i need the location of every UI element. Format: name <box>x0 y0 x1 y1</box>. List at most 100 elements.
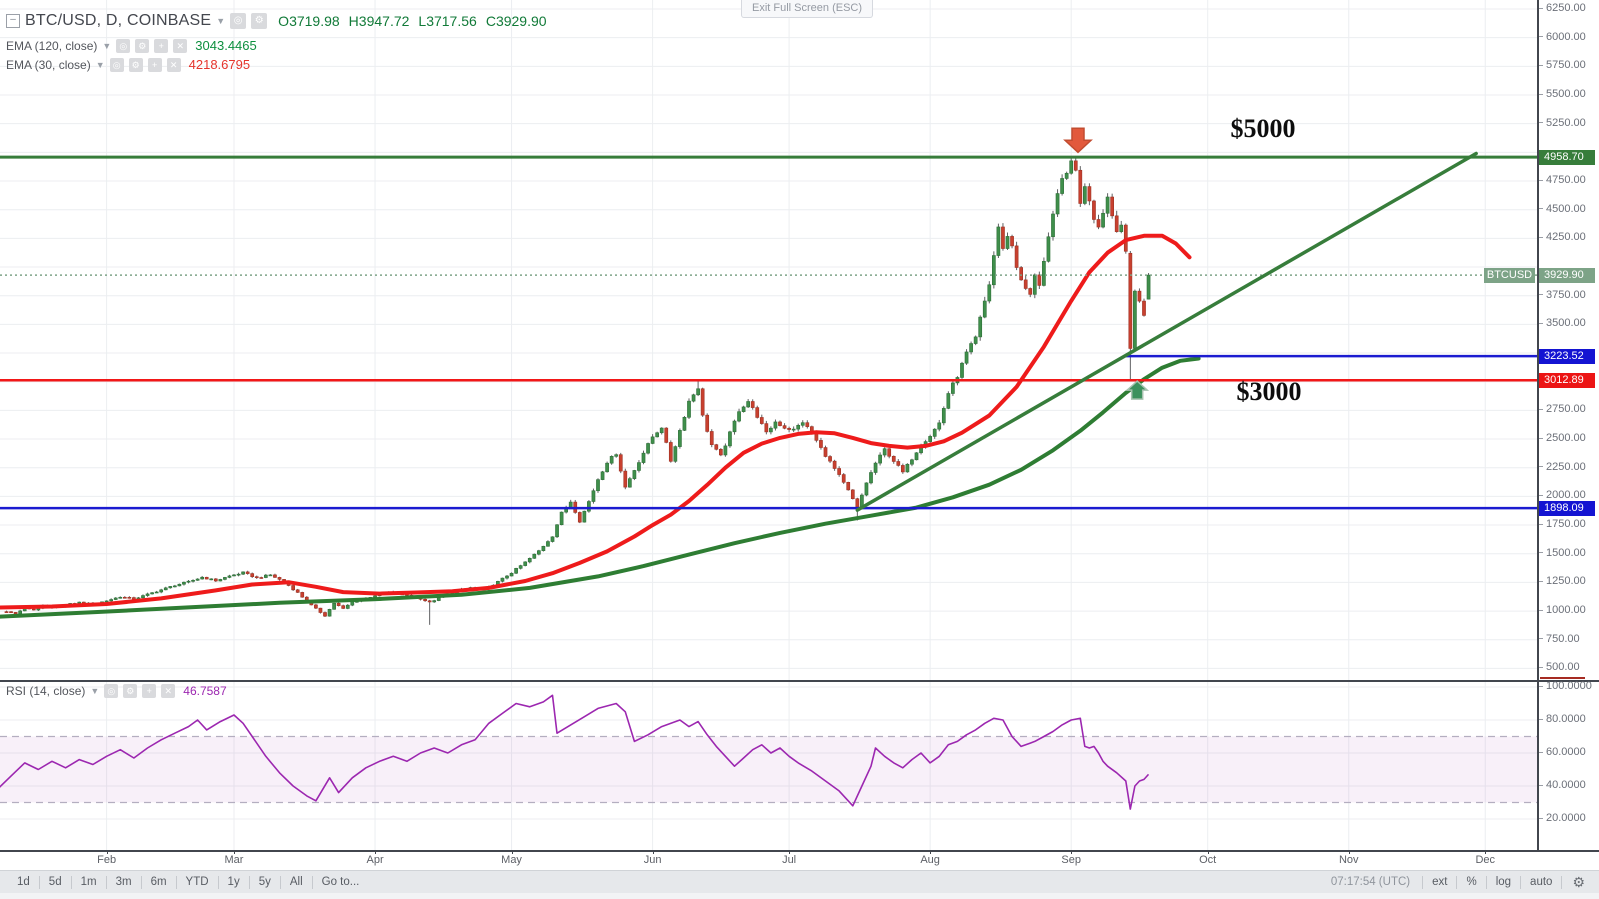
range-button-5d[interactable]: 5d <box>48 876 62 888</box>
indicator-name[interactable]: EMA (30, close) <box>6 57 91 72</box>
time-axis-month-feb: Feb <box>97 854 117 866</box>
indicator-value: 46.7587 <box>183 684 227 698</box>
chevron-down-icon[interactable]: ▼ <box>216 16 226 26</box>
red-level-axis-segment <box>1540 677 1585 679</box>
time-axis-tick <box>375 850 377 854</box>
plus-icon[interactable]: + <box>147 57 162 72</box>
gear-icon[interactable]: ⚙ <box>128 57 143 72</box>
price-axis-tick: 1250.00 <box>1539 575 1586 587</box>
price-axis-tick: 5500.00 <box>1539 88 1586 100</box>
gear-icon[interactable]: ⚙ <box>135 38 150 53</box>
target-icon[interactable]: ◎ <box>109 57 124 72</box>
range-button-all[interactable]: All <box>289 876 303 888</box>
indicator-value: 4218.6795 <box>188 57 251 72</box>
range-button-6m[interactable]: 6m <box>150 876 167 888</box>
target-icon[interactable]: ◎ <box>104 684 119 698</box>
series-rsi-line[interactable] <box>0 694 1150 810</box>
exit-fullscreen-tooltip: Exit Full Screen (ESC) <box>741 0 874 18</box>
collapse-icon[interactable]: – <box>6 14 20 28</box>
range-button-1y[interactable]: 1y <box>227 876 240 888</box>
price-axis-tick: 3750.00 <box>1539 289 1586 301</box>
time-axis-tick <box>789 850 791 854</box>
price-axis-tick: 6000.00 <box>1539 31 1586 43</box>
price-axis-tick: 6250.00 <box>1539 2 1586 14</box>
range-button-1d[interactable]: 1d <box>17 876 30 888</box>
horizontal-levels[interactable] <box>0 155 1537 510</box>
toolbar-right: 07:17:54 (UTC) ext % log auto ⚙ <box>1319 874 1599 891</box>
time-axis-tick <box>106 850 108 854</box>
time-axis-month-apr: Apr <box>366 854 384 866</box>
annotation-5000[interactable]: $5000 <box>1230 114 1296 143</box>
price-axis-tick: 5750.00 <box>1539 59 1586 71</box>
time-axis-month-nov: Nov <box>1338 854 1359 866</box>
indicator-value: 3043.4465 <box>195 38 257 53</box>
price-pane-chart[interactable] <box>0 0 1537 681</box>
candlestick-series <box>4 157 1151 625</box>
annotation-3000[interactable]: $3000 <box>1236 377 1302 406</box>
settings-gear-icon[interactable]: ⚙ <box>1572 873 1585 890</box>
ema30-legend: EMA (30, close) ▼ ◎ ⚙ + ✕ 4218.6795 <box>6 57 250 72</box>
percent-scale-button[interactable]: % <box>1466 876 1477 888</box>
bottom-toolbar: 1d 5d 1m 3m 6m YTD 1y 5y All Go to... 07:17:54 (U… <box>0 870 1599 893</box>
price-axis[interactable]: 6250.00 6000.00 5750.00 5500.00 5250.00 4750.… <box>1539 0 1599 850</box>
series-ema-120-close-[interactable] <box>0 356 1201 619</box>
arrow-markers[interactable] <box>1063 127 1150 400</box>
symbol-title[interactable]: BTC/USD, D, COINBASE <box>25 12 212 29</box>
ext-button[interactable]: ext <box>1432 876 1448 888</box>
rsi-axis-tick: 60.0000 <box>1539 746 1586 758</box>
up-arrow-icon[interactable] <box>1125 380 1150 400</box>
close-value: C3929.90 <box>485 13 547 29</box>
rsi-pane-chart[interactable] <box>0 681 1537 850</box>
gear-icon[interactable]: ⚙ <box>251 13 268 29</box>
gear-icon[interactable]: ⚙ <box>123 684 138 698</box>
series-ema-30-close-[interactable] <box>0 233 1192 610</box>
symbol-price-tag: BTCUSD <box>1484 267 1535 283</box>
price-axis-tick: 3500.00 <box>1539 317 1586 329</box>
target-icon[interactable]: ◎ <box>230 13 247 29</box>
price-axis-tick: 2250.00 <box>1539 461 1586 473</box>
toolbar-bottom-strip <box>0 893 1599 899</box>
time-axis-tick <box>652 850 654 854</box>
close-icon[interactable]: ✕ <box>166 57 181 72</box>
indicator-name[interactable]: EMA (120, close) <box>6 38 98 53</box>
chevron-down-icon[interactable]: ▼ <box>102 40 112 51</box>
range-button-1m[interactable]: 1m <box>80 876 97 888</box>
chevron-down-icon[interactable]: ▼ <box>90 686 100 696</box>
price-axis-tick: 1500.00 <box>1539 547 1586 559</box>
time-axis-tick <box>1485 850 1487 854</box>
rsi-gridlines <box>0 681 1537 850</box>
plus-icon[interactable]: + <box>154 38 169 53</box>
indicator-name[interactable]: RSI (14, close) <box>6 684 86 698</box>
price-level-tag: 4958.70 <box>1539 149 1595 165</box>
open-value: O3719.98 <box>278 13 340 29</box>
time-axis-month-sep: Sep <box>1061 854 1081 866</box>
chevron-down-icon[interactable]: ▼ <box>95 59 105 70</box>
goto-button[interactable]: Go to... <box>321 876 360 888</box>
plus-icon[interactable]: + <box>142 684 157 698</box>
clock-display[interactable]: 07:17:54 (UTC) <box>1330 876 1411 888</box>
time-axis-tick <box>234 850 235 854</box>
target-icon[interactable]: ◎ <box>116 38 131 53</box>
range-button-5y[interactable]: 5y <box>258 876 271 888</box>
symbol-legend: – BTC/USD, D, COINBASE ▼ ◎ ⚙ O3719.98 H3… <box>6 12 547 30</box>
price-level-tag: 3223.52 <box>1539 348 1595 364</box>
time-axis-tick <box>930 850 932 854</box>
time-axis-month-may: May <box>501 854 522 866</box>
log-scale-button[interactable]: log <box>1495 876 1512 888</box>
range-button-3m[interactable]: 3m <box>115 876 132 888</box>
close-icon[interactable]: ✕ <box>161 684 176 698</box>
auto-scale-button[interactable]: auto <box>1530 876 1553 888</box>
close-icon[interactable]: ✕ <box>173 38 188 53</box>
rsi-axis-tick: 20.0000 <box>1539 812 1586 824</box>
pane-separator[interactable] <box>0 680 1599 682</box>
time-axis[interactable]: Feb Mar Apr May Jun Jul Aug Sep Oct Nov Dec <box>0 850 1599 870</box>
time-axis-month-aug: Aug <box>920 854 940 866</box>
price-axis-tick: 1750.00 <box>1539 518 1586 530</box>
price-axis-tick: 1000.00 <box>1539 604 1586 616</box>
price-axis-tick: 2750.00 <box>1539 403 1586 415</box>
time-axis-tick <box>1348 850 1350 854</box>
down-arrow-icon[interactable] <box>1063 127 1093 154</box>
trend-line[interactable] <box>855 151 1478 512</box>
range-button-ytd[interactable]: YTD <box>185 876 209 888</box>
